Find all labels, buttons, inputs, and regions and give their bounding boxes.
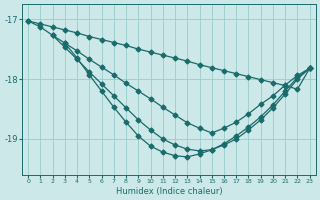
X-axis label: Humidex (Indice chaleur): Humidex (Indice chaleur) (116, 187, 222, 196)
